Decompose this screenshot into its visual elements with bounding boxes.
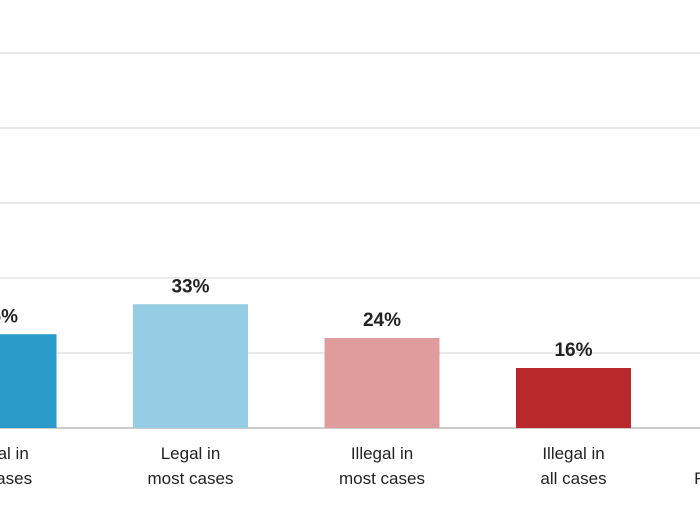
value-label: 33% bbox=[171, 276, 209, 297]
x-tick-label: Illegal in all cases bbox=[540, 444, 606, 488]
bar bbox=[516, 368, 631, 428]
x-tick-label-line: most cases bbox=[339, 469, 425, 488]
x-tick-label: Legal in most cases bbox=[148, 444, 234, 488]
x-tick-label-line: Illegal in bbox=[542, 444, 604, 463]
x-tick-label-line: all cases bbox=[0, 469, 32, 488]
value-label: 25% bbox=[0, 306, 18, 327]
x-tick-label-line: Legal in bbox=[0, 444, 29, 463]
value-label: 24% bbox=[363, 310, 401, 331]
x-tick-label-line: Illegal in bbox=[351, 444, 413, 463]
value-label: 16% bbox=[554, 340, 592, 361]
x-tick-label-line: all cases bbox=[540, 469, 606, 488]
x-tick-label-line: most cases bbox=[148, 469, 234, 488]
bar bbox=[0, 334, 57, 428]
x-tick-label-line: Legal in bbox=[161, 444, 221, 463]
bar bbox=[133, 304, 248, 428]
x-tick-label: Don't know/Refused to answer bbox=[694, 444, 700, 488]
x-tick-label: Legal in all cases bbox=[0, 444, 32, 488]
x-tick-label: Illegal in most cases bbox=[339, 444, 425, 488]
bar bbox=[324, 338, 440, 428]
x-tick-label-line: Refused to answer bbox=[694, 469, 700, 488]
